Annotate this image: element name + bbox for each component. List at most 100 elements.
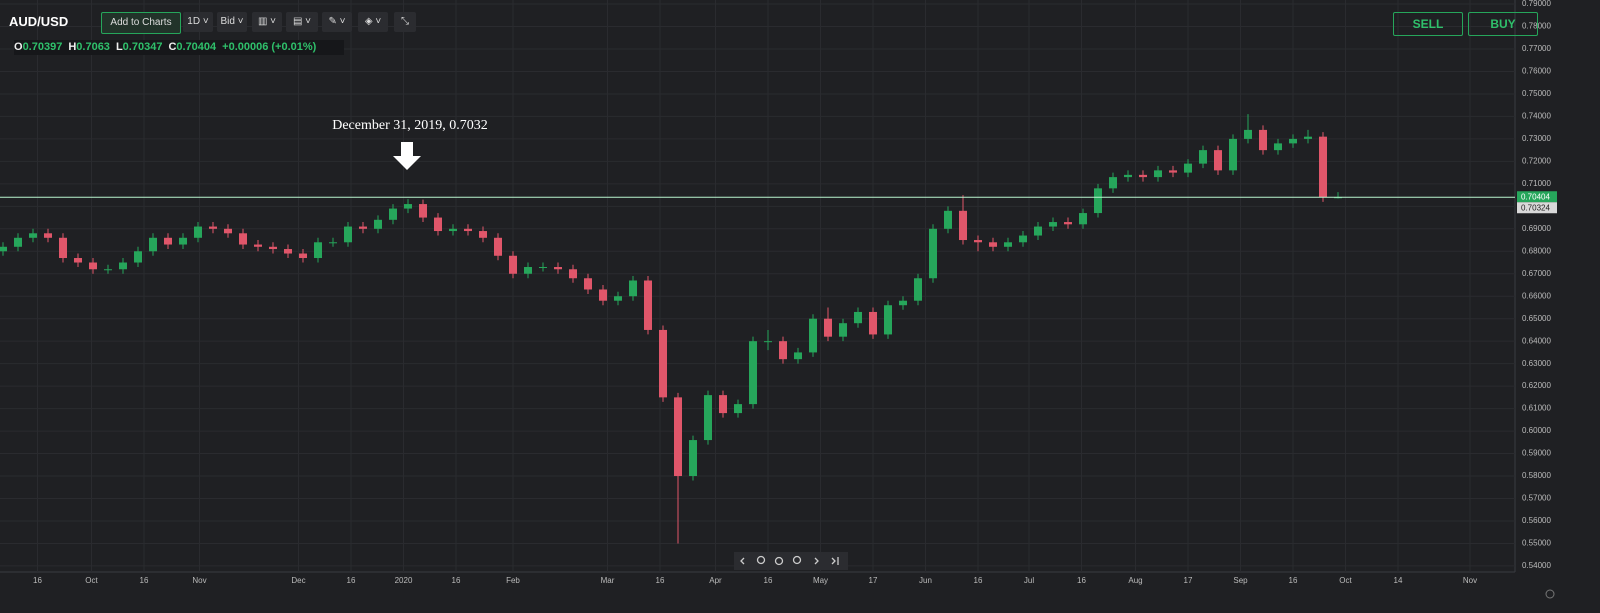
ohlc-letter: H [68,41,77,53]
candle-body [629,280,637,297]
candle-body [869,311,877,335]
buy-label: BUY [1490,17,1516,31]
candle-body [944,210,952,229]
x-tick-label: Nov [1463,576,1477,585]
nav-end[interactable] [831,557,839,565]
candle-body [779,341,787,360]
indicators-button[interactable]: ▤ ˅ [286,12,318,32]
x-tick-label: Jul [1024,576,1034,585]
candle-body [1139,174,1147,178]
candle-body [659,329,667,398]
candle-body [1214,150,1222,171]
candle-body [164,237,172,245]
candle-body [1199,150,1207,164]
candle-body [734,404,742,414]
candle-body [1079,213,1087,225]
candle-body [89,262,97,270]
fullscreen-button[interactable]: ⤡ [394,12,416,32]
ohlc-value: 0.70404 [176,41,217,53]
x-tick-label: Mar [601,576,615,585]
candle-body [569,269,577,279]
zoom-out[interactable] [756,555,766,565]
x-tick-label: May [813,576,828,585]
x-tick-label: 16 [1077,576,1086,585]
price-tag [1517,191,1557,203]
x-tick-label: Dec [291,576,305,585]
x-tick-label: 16 [1289,576,1298,585]
ohlc-letter: C [168,41,177,53]
chart-type-button[interactable]: ▥ ˅ [252,12,282,32]
candle-body [434,217,442,232]
candle-body [1229,138,1237,171]
candle-body [0,246,7,252]
y-tick-label: 0.78000 [1522,22,1551,31]
x-tick-label: 16 [452,576,461,585]
candle-body [74,258,82,263]
candle-body [239,233,247,245]
candle-body [509,255,517,274]
x-tick-label: 16 [656,576,665,585]
candle-body [479,231,487,238]
x-tick-label: 16 [140,576,149,585]
candle-body [524,267,532,274]
x-tick-label: Aug [1128,576,1142,585]
x-tick-label: 14 [1394,576,1403,585]
price-type-button[interactable]: Bid ˅ [217,12,247,32]
x-tick-label: 2020 [395,576,413,585]
candle-body [689,440,697,477]
candle-body [824,318,832,337]
x-tick-label: 16 [974,576,983,585]
reset[interactable] [774,556,784,566]
y-tick-label: 0.72000 [1522,156,1551,165]
candle-body [749,341,757,405]
candle-body [644,280,652,330]
nav-right[interactable] [814,557,819,565]
candle-body [194,226,202,238]
add-to-charts-label: Add to Charts [110,17,172,28]
y-tick-label: 0.69000 [1522,224,1551,233]
candle-body [764,341,772,343]
x-tick-label: Oct [1339,576,1352,585]
candle-body [389,208,397,220]
symbol: AUD/USD [9,14,69,29]
buy-button[interactable]: BUY [1468,12,1538,36]
candle-body [584,278,592,290]
bottom-nav [734,552,848,570]
candle-body [344,226,352,243]
x-tick-label: Apr [709,576,722,585]
candle-body [1034,226,1042,236]
price-type-label: Bid [220,16,235,27]
candle-body [974,240,982,243]
y-tick-label: 0.57000 [1522,494,1551,503]
y-tick-label: 0.62000 [1522,381,1551,390]
y-tick-label: 0.71000 [1522,179,1551,188]
settings-icon[interactable] [1545,589,1555,599]
drawing-button[interactable]: ✎ ˅ [322,12,352,32]
interval-label: 1D [187,16,201,27]
candle-body [14,237,22,247]
nav-bar [734,552,848,570]
ohlc-letter: L [115,41,123,53]
candle-body [1004,242,1012,247]
x-tick-label: 17 [1184,576,1193,585]
candle-body [224,228,232,234]
sell-button[interactable]: SELL [1393,12,1463,36]
candle-body [704,395,712,441]
candle-body [719,395,727,414]
add-to-charts-button[interactable]: Add to Charts [101,12,181,34]
candle-body [254,244,262,247]
candle-body [1184,163,1192,173]
candle-body [794,352,802,360]
nav-left[interactable] [740,557,745,565]
annotation: December 31, 2019, 0.7032 [332,118,488,133]
candle-body [1244,129,1252,139]
layers-button[interactable]: ◈ ˅ [358,12,388,32]
interval-button[interactable]: 1D ˅ [183,12,213,32]
zoom-in[interactable] [792,555,802,565]
candle-body [614,296,622,301]
x-tick-label: Sep [1233,576,1248,585]
x-tick-label: 17 [869,576,878,585]
candle-body [674,397,682,477]
candle-body [839,323,847,337]
